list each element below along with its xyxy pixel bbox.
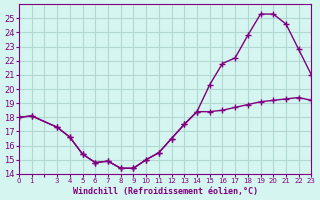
X-axis label: Windchill (Refroidissement éolien,°C): Windchill (Refroidissement éolien,°C) xyxy=(73,187,258,196)
